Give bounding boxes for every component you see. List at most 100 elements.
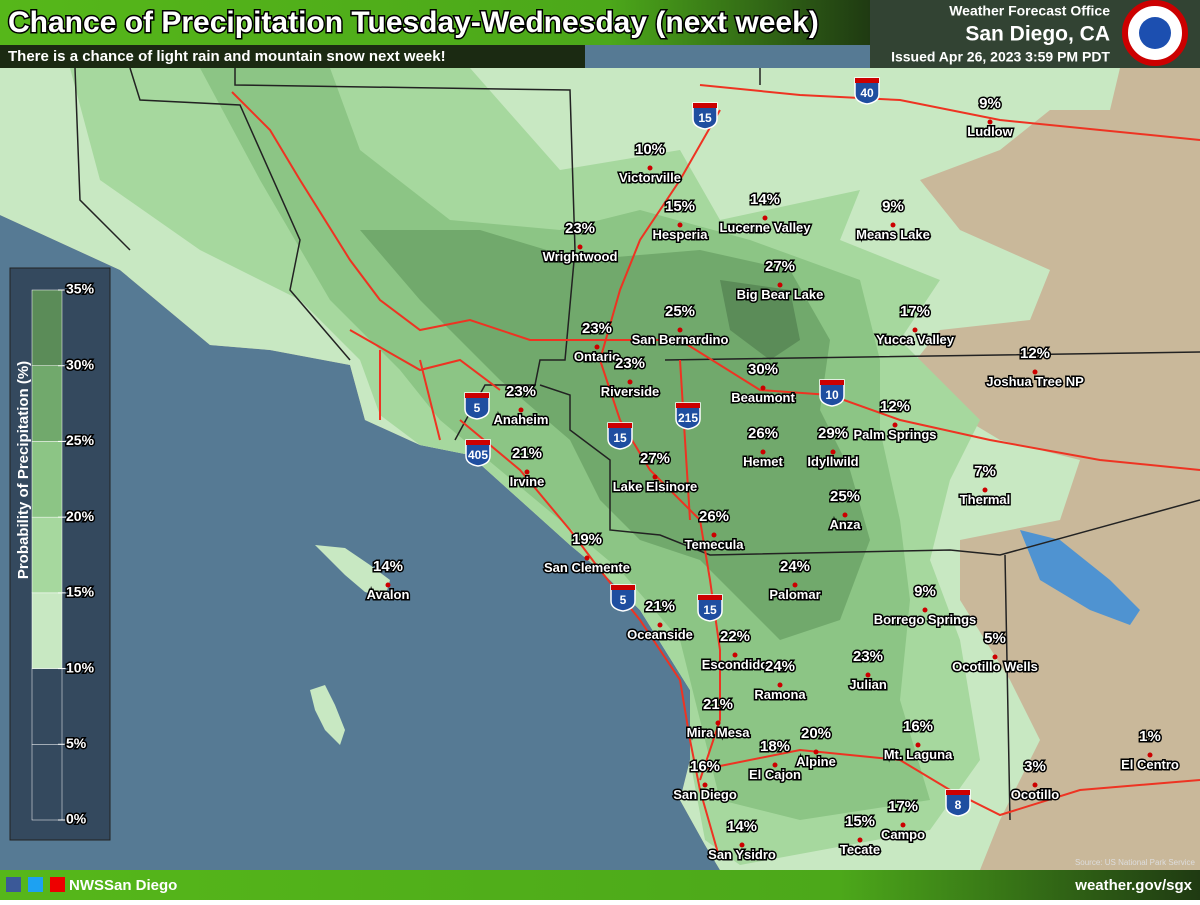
place-name: Thermal [960, 492, 1011, 507]
place-value: 25% [830, 488, 860, 505]
place-name: Ocotillo [1011, 787, 1059, 802]
website[interactable]: weather.gov/sgx [1074, 877, 1192, 894]
place-dot [715, 720, 721, 726]
shield [465, 439, 491, 467]
shield-top [465, 393, 489, 398]
place-value: 21% [512, 445, 542, 462]
shield [945, 789, 971, 817]
place-name: Beaumont [731, 390, 795, 405]
shield-top [608, 423, 632, 428]
place-name: Alpine [796, 754, 836, 769]
place-dot [1032, 369, 1038, 375]
place-value: 26% [699, 508, 729, 525]
place-name: Escondido [702, 657, 769, 672]
place-name: Campo [881, 827, 925, 842]
place-value: 14% [373, 558, 403, 575]
place-dot [739, 842, 745, 848]
place-dot [830, 449, 836, 455]
place-value: 10% [635, 141, 665, 158]
social-handle[interactable]: NWSSan Diego [69, 877, 177, 894]
place-dot [922, 607, 928, 613]
twitter-icon[interactable] [28, 877, 43, 892]
legend-band [31, 744, 63, 821]
place-name: Victorville [619, 170, 681, 185]
place-dot [652, 474, 658, 480]
place-value: 16% [690, 758, 720, 775]
legend-band [31, 365, 63, 442]
legend-tick-label: 25% [66, 432, 95, 448]
place-dot [518, 407, 524, 413]
place-name: Mira Mesa [687, 725, 751, 740]
place-value: 9% [979, 95, 1001, 112]
place-value: 27% [765, 258, 795, 275]
place-name: San Clemente [544, 560, 630, 575]
shield-label: 215 [678, 411, 698, 425]
shield [854, 77, 880, 105]
place-value: 15% [665, 198, 695, 215]
place-value: 24% [765, 658, 795, 675]
place-value: 23% [565, 220, 595, 237]
place-dot [987, 119, 993, 125]
facebook-icon[interactable] [6, 877, 21, 892]
shield-top [611, 585, 635, 590]
place-value: 23% [582, 320, 612, 337]
place-value: 15% [845, 813, 875, 830]
shield-label: 15 [703, 603, 717, 617]
shield [692, 102, 718, 130]
shield-label: 15 [613, 431, 627, 445]
place-value: 14% [750, 191, 780, 208]
shield [464, 392, 490, 420]
place-value: 29% [818, 425, 848, 442]
place-value: 7% [974, 463, 996, 480]
location: San Diego, CA [965, 23, 1110, 46]
place-value: 23% [506, 383, 536, 400]
shield [697, 594, 723, 622]
salton-sea [1020, 530, 1140, 625]
place-dot [762, 215, 768, 221]
legend: 0% 5% 10% 15% 20% 25% 30% 35% [31, 279, 96, 828]
place-dot [892, 422, 898, 428]
place-name: Idyllwild [807, 454, 858, 469]
place-value: 23% [615, 355, 645, 372]
place-dot [857, 837, 863, 843]
place-value: 9% [914, 583, 936, 600]
shield-top [698, 595, 722, 600]
place-dot [577, 244, 583, 250]
shield [819, 379, 845, 407]
legend-tick-label: 5% [66, 735, 87, 751]
island [315, 545, 390, 598]
place-name: Anza [829, 517, 861, 532]
place-dot [792, 582, 798, 588]
title: Chance of Precipitation Tuesday-Wednesda… [8, 6, 819, 39]
youtube-icon[interactable] [50, 877, 65, 892]
place-dot [760, 385, 766, 391]
shield-top [676, 403, 700, 408]
highways-lines [231, 84, 1200, 861]
place-value: 30% [748, 361, 778, 378]
place-value: 12% [1020, 345, 1050, 362]
place-value: 25% [665, 303, 695, 320]
place-name: Ontario [574, 349, 620, 364]
place-dot [992, 654, 998, 660]
legend-tick-label: 35% [66, 281, 95, 297]
place-name: Ludlow [967, 124, 1013, 139]
place-value: 3% [1024, 758, 1046, 775]
shield-top [855, 78, 879, 83]
legend-band [31, 668, 63, 745]
place-value: 5% [984, 630, 1006, 647]
place-dot [524, 469, 530, 475]
place-name: Anaheim [494, 412, 549, 427]
place-value: 12% [880, 398, 910, 415]
place-value: 21% [703, 696, 733, 713]
place-value: 19% [572, 531, 602, 548]
place-name: Irvine [510, 474, 545, 489]
subtitle: There is a chance of light rain and moun… [8, 48, 446, 65]
place-name: Hemet [743, 454, 783, 469]
shield-label: 405 [468, 448, 488, 462]
shield-label: 5 [474, 401, 481, 415]
place-name: San Diego [673, 787, 737, 802]
place-name: Riverside [601, 384, 660, 399]
place-dot [982, 487, 988, 493]
place-dot [915, 742, 921, 748]
place-dot [657, 622, 663, 628]
